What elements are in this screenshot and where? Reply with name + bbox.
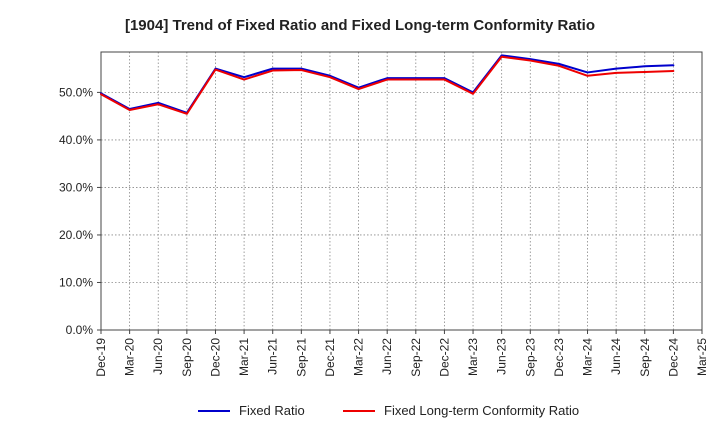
x-tick-label: Jun-23 <box>495 338 509 375</box>
x-tick-label: Mar-23 <box>466 338 480 376</box>
x-tick-label: Dec-24 <box>666 338 680 377</box>
axes <box>97 51 703 334</box>
x-tick-label: Sep-22 <box>409 338 423 377</box>
legend-label: Fixed Ratio <box>239 403 305 418</box>
x-tick-label: Mar-21 <box>237 338 251 376</box>
plot-frame <box>100 51 703 331</box>
x-tick-label: Sep-21 <box>294 338 308 377</box>
grid <box>101 52 702 330</box>
tick-labels: 0.0% 10.0% 20.0% 30.0% 40.0% 50.0% Dec-19 Mar-2… <box>59 85 709 376</box>
x-tick-label: Jun-20 <box>151 338 165 375</box>
x-tick-label: Mar-20 <box>123 338 137 376</box>
x-tick-label: Mar-22 <box>352 338 366 376</box>
y-tick-label: 0.0% <box>66 323 94 337</box>
x-tick-label: Sep-24 <box>638 338 652 377</box>
x-tick-label: Jun-21 <box>266 338 280 375</box>
x-tick-label: Sep-23 <box>523 338 537 377</box>
x-tick-label: Dec-19 <box>94 338 108 377</box>
x-tick-label: Jun-24 <box>609 338 623 375</box>
x-tick-label: Mar-24 <box>581 338 595 376</box>
series-group <box>100 54 675 115</box>
x-tick-label: Mar-25 <box>695 338 709 376</box>
series-line-fixed-long-term-conformity-ratio <box>100 55 675 115</box>
y-tick-label: 30.0% <box>59 180 93 194</box>
x-tick-label: Jun-22 <box>380 338 394 375</box>
chart-title: [1904] Trend of Fixed Ratio and Fixed Lo… <box>125 17 595 34</box>
x-tick-label: Sep-20 <box>180 338 194 377</box>
x-tick-label: Dec-21 <box>323 338 337 377</box>
x-tick-label: Dec-23 <box>552 338 566 377</box>
y-tick-label: 20.0% <box>59 228 93 242</box>
legend: Fixed Ratio Fixed Long-term Conformity Ra… <box>198 403 579 418</box>
x-tick-label: Dec-22 <box>437 338 451 377</box>
y-tick-label: 40.0% <box>59 133 93 147</box>
y-tick-label: 10.0% <box>59 275 93 289</box>
y-tick-label: 50.0% <box>59 85 93 99</box>
x-tick-label: Dec-20 <box>208 338 222 377</box>
legend-label: Fixed Long-term Conformity Ratio <box>384 403 579 418</box>
